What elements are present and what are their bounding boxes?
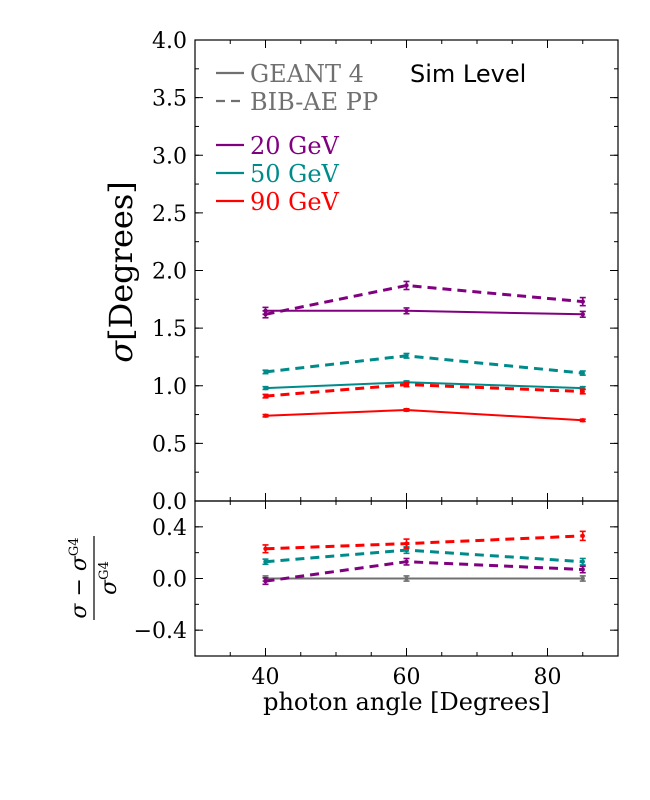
y-tick-label: 3.0 [152, 144, 187, 169]
main-panel: 0.0 0.5 1.0 1.5 2.0 2.5 3.0 3.5 4.0 [152, 29, 619, 515]
data-point [580, 299, 585, 304]
data-point [404, 547, 409, 553]
data-point [404, 382, 409, 387]
legend-energy-label: 50 GeV [250, 160, 340, 188]
legend-style-label: GEANT 4 [250, 60, 364, 88]
data-point [404, 353, 409, 358]
data-point [404, 283, 409, 288]
y-tick-label: 0.0 [152, 490, 187, 515]
y-tick-label: 1.5 [152, 317, 187, 342]
legend-energy-label: 20 GeV [250, 132, 340, 160]
data-point [263, 413, 268, 418]
x-axis-label: photon angle [Degrees] [263, 688, 550, 716]
series-line [265, 381, 583, 390]
data-point [263, 578, 268, 584]
series-line [265, 354, 583, 375]
data-point [404, 541, 409, 546]
data-point [263, 385, 268, 391]
x-tick-label: 60 [393, 665, 421, 690]
data-point [263, 559, 268, 564]
data-point [404, 407, 409, 413]
data-point [580, 389, 585, 394]
y-tick-label: 2.0 [152, 260, 187, 285]
data-point [580, 576, 585, 581]
x-tick-label: 40 [252, 665, 280, 690]
data-point [263, 393, 268, 399]
data-point [404, 559, 409, 564]
legend-energy-label: 90 GeV [250, 188, 340, 216]
y-tick-label: 3.5 [152, 87, 187, 112]
sim-level-annotation: Sim Level [410, 60, 526, 88]
y-tick-label: 0.5 [152, 432, 187, 457]
data-point [580, 312, 585, 317]
y-axis-label: σ[Degrees] [102, 181, 140, 362]
data-point [404, 576, 409, 581]
series-line [265, 534, 583, 551]
y-tick-label: 4.0 [152, 29, 187, 54]
data-point [580, 567, 585, 572]
series-line [265, 408, 583, 422]
data-point [580, 533, 585, 539]
y-tick-label: 2.5 [152, 202, 187, 227]
y-tick-label: 0.0 [152, 568, 187, 593]
legend-style-label: BIB-AE PP [250, 88, 378, 116]
y-axis-symbol: σ [102, 340, 140, 363]
y-axis-unit: [Degrees] [102, 181, 140, 341]
data-point [580, 559, 585, 564]
data-point [263, 369, 268, 375]
ratio-panel: −0.4 0.0 0.4 40 60 80 [134, 500, 619, 690]
y-tick-label: −0.4 [134, 619, 187, 644]
y-tick-label: 0.4 [152, 516, 187, 541]
x-tick-label: 80 [534, 665, 562, 690]
data-point [263, 312, 268, 317]
data-point [580, 418, 585, 423]
data-point [263, 546, 268, 551]
ratio-label-numerator: σ − σG4 [67, 537, 92, 618]
series-line [265, 548, 583, 564]
ratio-label-denominator: σG4 [97, 561, 122, 595]
y-tick-label: 1.0 [152, 375, 187, 400]
ratio-label-sup: G4 [67, 537, 82, 556]
series-line [265, 309, 583, 316]
data-point [404, 308, 409, 314]
data-point [580, 370, 585, 376]
ratio-label-sup: G4 [97, 561, 112, 580]
